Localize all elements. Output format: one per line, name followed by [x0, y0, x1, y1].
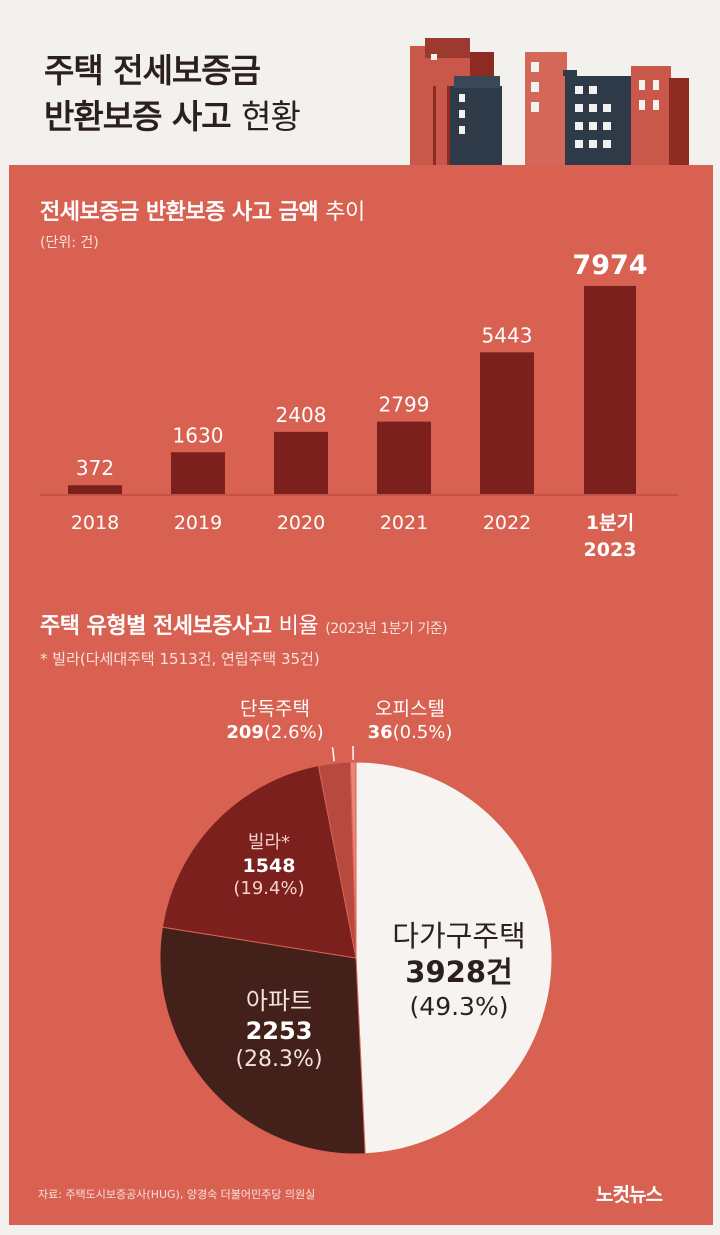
- pie-label-name: 오피스텔: [375, 698, 445, 720]
- pie-label-value: 209: [226, 721, 264, 743]
- pie-label-name: 빌라*: [247, 832, 291, 853]
- bar-category-label-3: 2021: [380, 512, 428, 534]
- pie-label-value: 1548: [242, 854, 296, 877]
- buildings-illustration: [410, 38, 689, 170]
- bar-category-label-1: 2019: [174, 512, 222, 534]
- pie-slice-2: [161, 765, 357, 959]
- bar-title-bold: 전세보증금 반환보증 사고 금액: [40, 200, 319, 225]
- bar-title-light: 추이: [325, 200, 365, 225]
- pie-label-value-line: 209(2.6%): [226, 722, 323, 745]
- bar-category-label-5: 2023: [584, 539, 637, 561]
- pie-label-value: 2253: [245, 1017, 313, 1045]
- pie-section-title: 주택 유형별 전세보증사고 비율 (2023년 1분기 기준): [40, 608, 448, 640]
- publisher-logo: 노컷뉴스: [596, 1184, 663, 1206]
- pie-slice-4: [349, 761, 357, 959]
- villa-footnote: * 빌라(다세대주택 1513건, 연립주택 35건): [40, 650, 320, 668]
- bar-1: [171, 452, 225, 495]
- title-bold-part: 반환보증 사고: [44, 97, 232, 136]
- bar-category-label-2: 2020: [277, 512, 325, 534]
- bar-value-label-0: 372: [76, 456, 114, 480]
- page-title-line2: 반환보증 사고 현황: [44, 90, 301, 138]
- pie-label-percent: (19.4%): [233, 878, 305, 900]
- bar-category-label-4: 2022: [483, 512, 531, 534]
- bar-5: [584, 285, 636, 495]
- source-note: 자료: 주택도시보증공사(HUG), 양경숙 더불어민주당 의원실: [38, 1188, 316, 1201]
- pie-label-percent: (0.5%): [392, 721, 453, 743]
- bar-3: [377, 421, 431, 495]
- pie-label-detached: 단독주택 209(2.6%): [226, 698, 323, 744]
- pie-slice-1: [159, 926, 366, 1155]
- pie-title-bold: 주택 유형별 전세보증사고: [40, 614, 272, 639]
- pie-label-multi-family: 다가구주택 3928건 (49.3%): [392, 918, 525, 1022]
- title-light-part: 현황: [241, 97, 301, 136]
- pie-label-percent: (49.3%): [409, 991, 509, 1021]
- bar-category-label-5: 1분기: [586, 512, 634, 534]
- pie-label-name: 단독주택: [240, 698, 310, 720]
- bar-category-label-0: 2018: [71, 512, 119, 534]
- pie-label-percent: (2.6%): [263, 721, 324, 743]
- bar-value-label-5: 7974: [572, 250, 647, 281]
- bar-value-label-3: 2799: [379, 393, 430, 417]
- pie-label-name: 아파트: [245, 987, 313, 1015]
- bar-section-title: 전세보증금 반환보증 사고 금액 추이: [40, 194, 365, 226]
- pie-label-percent: (28.3%): [235, 1047, 323, 1072]
- pie-basis-note: (2023년 1분기 기준): [325, 621, 448, 637]
- pie-label-value-line: 36(0.5%): [368, 722, 453, 745]
- bar-value-label-1: 1630: [173, 423, 224, 447]
- bar-value-label-2: 2408: [276, 403, 327, 427]
- pie-label-villa: 빌라* 1548 (19.4%): [233, 832, 304, 901]
- bar-4: [480, 352, 534, 495]
- pie-label-apartment: 아파트 2253 (28.3%): [235, 986, 322, 1074]
- page-title-line1: 주택 전세보증금: [44, 51, 261, 90]
- unit-note: (단위: 건): [40, 235, 99, 251]
- bar-value-label-4: 5443: [482, 323, 533, 347]
- pie-label-officetel: 오피스텔 36(0.5%): [368, 698, 453, 744]
- pie-slice-0: [355, 761, 553, 1155]
- header: 주택 전세보증금 반환보증 사고 현황: [0, 0, 720, 170]
- pie-leader-line-3: [331, 747, 335, 762]
- pie-label-value: 36: [367, 721, 393, 743]
- pie-label-name: 다가구주택: [392, 919, 526, 953]
- bar-chart: 372 2018 1630 2019 2408 2020 2799 2021 5443 2022 7…: [40, 250, 678, 561]
- pie-label-value: 3928건: [405, 955, 513, 990]
- bar-2: [274, 431, 328, 495]
- bar-0: [68, 485, 122, 495]
- pie-title-light: 비율: [278, 614, 319, 639]
